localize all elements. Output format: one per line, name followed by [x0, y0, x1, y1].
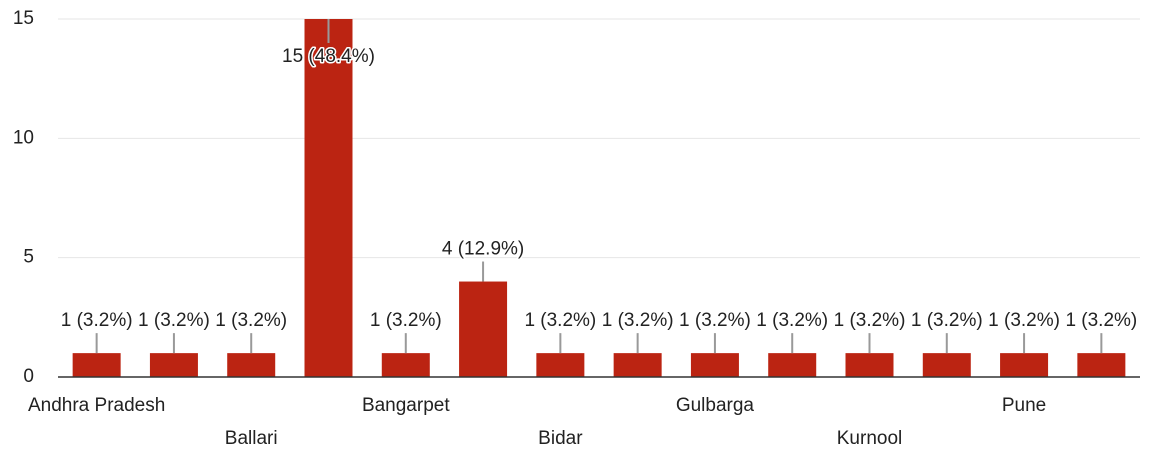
value-label: 4 (12.9%): [442, 239, 524, 260]
x-tick-label: Bangarpet: [362, 395, 450, 416]
x-tick-label: Pune: [1002, 395, 1046, 416]
y-tick-label: 15: [13, 8, 34, 29]
value-label: 1 (3.2%): [679, 310, 751, 331]
y-tick-label: 5: [23, 247, 34, 268]
bar: [613, 353, 662, 377]
value-label: 1 (3.2%): [911, 310, 983, 331]
value-label: 1 (3.2%): [1065, 310, 1137, 331]
bar: [922, 353, 971, 377]
bar: [690, 353, 739, 377]
value-label: 1 (3.2%): [215, 310, 287, 331]
bar: [1077, 353, 1126, 377]
value-label: 1 (3.2%): [138, 310, 210, 331]
bar: [304, 19, 353, 377]
bar: [149, 353, 198, 377]
bar: [845, 353, 894, 377]
value-label: 1 (3.2%): [370, 310, 442, 331]
value-label: 1 (3.2%): [524, 310, 596, 331]
bar: [381, 353, 430, 377]
x-tick-label: Bidar: [538, 428, 583, 449]
x-tick-label: Ballari: [225, 428, 278, 449]
bar: [227, 353, 276, 377]
value-label: 1 (3.2%): [756, 310, 828, 331]
x-tick-label: Andhra Pradesh: [28, 395, 165, 416]
bar: [536, 353, 585, 377]
bar: [72, 353, 121, 377]
bar: [1000, 353, 1049, 377]
x-tick-label: Gulbarga: [676, 395, 755, 416]
value-label: 1 (3.2%): [988, 310, 1060, 331]
x-tick-label: Kurnool: [837, 428, 903, 449]
bar: [768, 353, 817, 377]
y-tick-label: 0: [23, 366, 34, 387]
value-label: 1 (3.2%): [61, 310, 133, 331]
y-tick-label: 10: [13, 127, 34, 148]
value-label: 15 (48.4%): [282, 46, 375, 67]
value-label: 1 (3.2%): [834, 310, 906, 331]
bar: [459, 281, 508, 377]
value-label: 1 (3.2%): [602, 310, 674, 331]
